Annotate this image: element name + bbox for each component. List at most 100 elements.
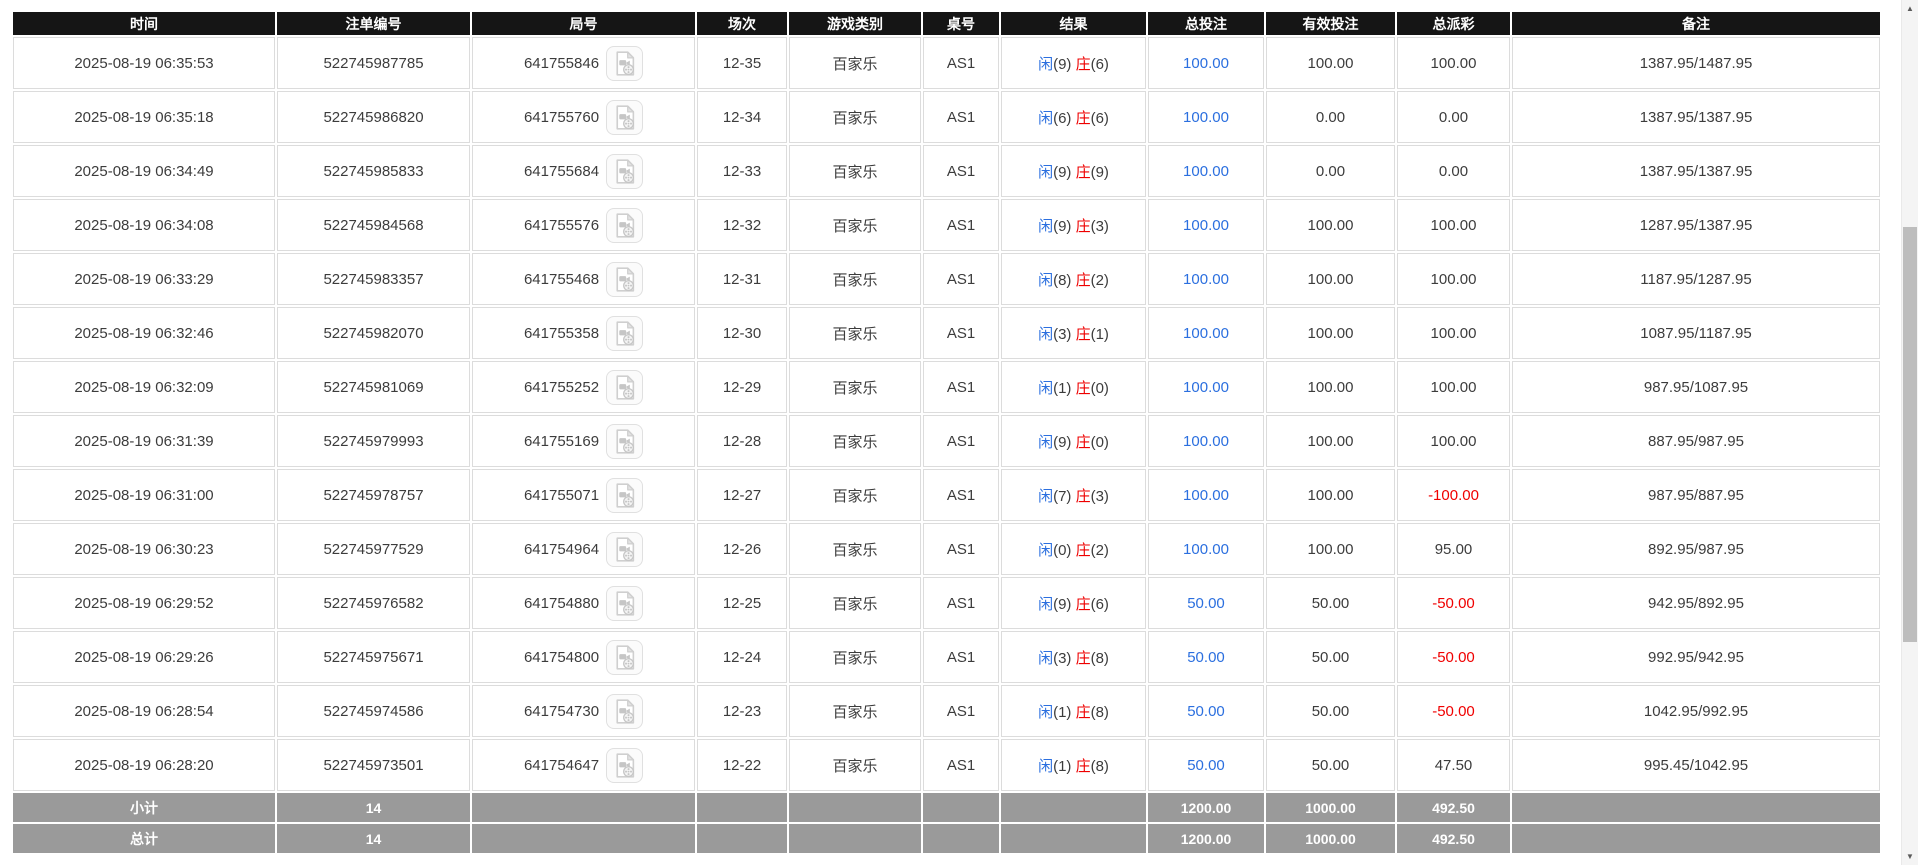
cell-result: 闲(9) 庄(0) bbox=[1001, 415, 1146, 467]
cell-session: 12-25 bbox=[697, 577, 787, 629]
cell-valid-bet: 50.00 bbox=[1266, 577, 1395, 629]
cell-bet-id: 522745982070 bbox=[277, 307, 470, 359]
video-replay-button[interactable] bbox=[606, 261, 644, 297]
table-row: 2025-08-19 06:30:23 522745977529 641754964… bbox=[13, 523, 1880, 575]
result-player-score: (1) bbox=[1053, 379, 1076, 397]
result-banker-score: (9) bbox=[1090, 163, 1109, 181]
video-replay-button[interactable] bbox=[606, 585, 644, 621]
video-replay-button[interactable] bbox=[606, 747, 644, 783]
result-player-score: (9) bbox=[1053, 595, 1076, 613]
cell-total-bet[interactable]: 100.00 bbox=[1148, 361, 1264, 413]
cell-bet-id: 522745981069 bbox=[277, 361, 470, 413]
table-row: 2025-08-19 06:29:26 522745975671 641754800… bbox=[13, 631, 1880, 683]
round-id-value: 641755468 bbox=[523, 270, 600, 288]
cell-total-payout: 95.00 bbox=[1397, 523, 1510, 575]
video-replay-button[interactable] bbox=[606, 693, 644, 729]
total-row: 总计 14 1200.00 1000.00 492.50 bbox=[13, 824, 1880, 853]
round-id-group: 641755252 bbox=[477, 369, 690, 405]
empty-cell bbox=[697, 793, 787, 822]
video-replay-icon bbox=[610, 373, 639, 402]
result-banker-label: 庄 bbox=[1075, 649, 1091, 667]
round-id-value: 641755576 bbox=[523, 216, 600, 234]
cell-total-bet[interactable]: 100.00 bbox=[1148, 91, 1264, 143]
cell-total-bet[interactable]: 100.00 bbox=[1148, 199, 1264, 251]
video-replay-button[interactable] bbox=[606, 99, 644, 135]
cell-session: 12-31 bbox=[697, 253, 787, 305]
scroll-up-button[interactable]: ▲ bbox=[1902, 0, 1918, 17]
cell-round-id: 641755169 bbox=[472, 415, 695, 467]
header-row: 时间 注单编号 局号 场次 游戏类别 桌号 结果 总投注 有效投注 总派彩 备注 bbox=[13, 12, 1880, 35]
cell-game-type: 百家乐 bbox=[789, 415, 921, 467]
empty-cell bbox=[789, 793, 921, 822]
round-id-value: 641755358 bbox=[523, 324, 600, 342]
cell-result: 闲(0) 庄(2) bbox=[1001, 523, 1146, 575]
cell-table-id: AS1 bbox=[923, 199, 999, 251]
cell-result: 闲(9) 庄(6) bbox=[1001, 577, 1146, 629]
cell-result: 闲(3) 庄(1) bbox=[1001, 307, 1146, 359]
cell-time: 2025-08-19 06:35:53 bbox=[13, 37, 275, 89]
subtotal-label: 小计 bbox=[13, 793, 275, 822]
scrollbar-thumb[interactable] bbox=[1903, 227, 1917, 642]
scroll-down-button[interactable]: ▼ bbox=[1902, 848, 1918, 865]
cell-time: 2025-08-19 06:30:23 bbox=[13, 523, 275, 575]
cell-total-bet[interactable]: 100.00 bbox=[1148, 253, 1264, 305]
round-id-group: 641755760 bbox=[477, 99, 690, 135]
cell-total-bet[interactable]: 100.00 bbox=[1148, 469, 1264, 521]
cell-time: 2025-08-19 06:28:54 bbox=[13, 685, 275, 737]
round-id-group: 641755576 bbox=[477, 207, 690, 243]
cell-total-bet[interactable]: 100.00 bbox=[1148, 307, 1264, 359]
subtotal-valid-bet: 1000.00 bbox=[1266, 793, 1395, 822]
cell-total-bet[interactable]: 100.00 bbox=[1148, 523, 1264, 575]
cell-bet-id: 522745974586 bbox=[277, 685, 470, 737]
cell-total-payout: -100.00 bbox=[1397, 469, 1510, 521]
result-player-score: (9) bbox=[1053, 217, 1076, 235]
result-banker-score: (8) bbox=[1090, 703, 1109, 721]
table-header: 时间 注单编号 局号 场次 游戏类别 桌号 结果 总投注 有效投注 总派彩 备注 bbox=[13, 12, 1880, 35]
cell-remark: 887.95/987.95 bbox=[1512, 415, 1880, 467]
cell-total-bet[interactable]: 50.00 bbox=[1148, 631, 1264, 683]
bet-records-panel: 时间 注单编号 局号 场次 游戏类别 桌号 结果 总投注 有效投注 总派彩 备注 2025-08-1… bbox=[11, 10, 1882, 855]
vertical-scrollbar[interactable]: ▲ ▼ bbox=[1901, 0, 1918, 865]
cell-session: 12-22 bbox=[697, 739, 787, 791]
cell-valid-bet: 100.00 bbox=[1266, 307, 1395, 359]
video-replay-button[interactable] bbox=[606, 477, 644, 513]
cell-total-bet[interactable]: 50.00 bbox=[1148, 577, 1264, 629]
video-replay-button[interactable] bbox=[606, 153, 644, 189]
video-replay-button[interactable] bbox=[606, 639, 644, 675]
result-banker-score: (0) bbox=[1090, 379, 1109, 397]
video-replay-button[interactable] bbox=[606, 315, 644, 351]
result-banker-label: 庄 bbox=[1075, 109, 1091, 127]
video-replay-button[interactable] bbox=[606, 45, 644, 81]
result-player-label: 闲 bbox=[1038, 649, 1054, 667]
cell-valid-bet: 50.00 bbox=[1266, 631, 1395, 683]
column-header-result: 结果 bbox=[1001, 12, 1146, 35]
cell-total-bet[interactable]: 50.00 bbox=[1148, 739, 1264, 791]
cell-valid-bet: 50.00 bbox=[1266, 685, 1395, 737]
column-header-valid_bet: 有效投注 bbox=[1266, 12, 1395, 35]
cell-session: 12-29 bbox=[697, 361, 787, 413]
cell-total-bet[interactable]: 100.00 bbox=[1148, 145, 1264, 197]
cell-round-id: 641755468 bbox=[472, 253, 695, 305]
cell-table-id: AS1 bbox=[923, 361, 999, 413]
video-replay-button[interactable] bbox=[606, 531, 644, 567]
column-header-session: 场次 bbox=[697, 12, 787, 35]
video-replay-button[interactable] bbox=[606, 207, 644, 243]
video-replay-icon bbox=[610, 211, 639, 240]
cell-total-bet[interactable]: 50.00 bbox=[1148, 685, 1264, 737]
subtotal-total-payout: 492.50 bbox=[1397, 793, 1510, 822]
cell-time: 2025-08-19 06:31:00 bbox=[13, 469, 275, 521]
cell-round-id: 641755071 bbox=[472, 469, 695, 521]
video-replay-button[interactable] bbox=[606, 423, 644, 459]
cell-total-bet[interactable]: 100.00 bbox=[1148, 37, 1264, 89]
video-replay-button[interactable] bbox=[606, 369, 644, 405]
result-player-label: 闲 bbox=[1038, 271, 1054, 289]
cell-total-bet[interactable]: 100.00 bbox=[1148, 415, 1264, 467]
cell-time: 2025-08-19 06:29:52 bbox=[13, 577, 275, 629]
cell-time: 2025-08-19 06:28:20 bbox=[13, 739, 275, 791]
column-header-bet_id: 注单编号 bbox=[277, 12, 470, 35]
cell-table-id: AS1 bbox=[923, 91, 999, 143]
cell-remark: 942.95/892.95 bbox=[1512, 577, 1880, 629]
cell-session: 12-34 bbox=[697, 91, 787, 143]
result-player-score: (9) bbox=[1053, 433, 1076, 451]
cell-total-payout: 100.00 bbox=[1397, 307, 1510, 359]
